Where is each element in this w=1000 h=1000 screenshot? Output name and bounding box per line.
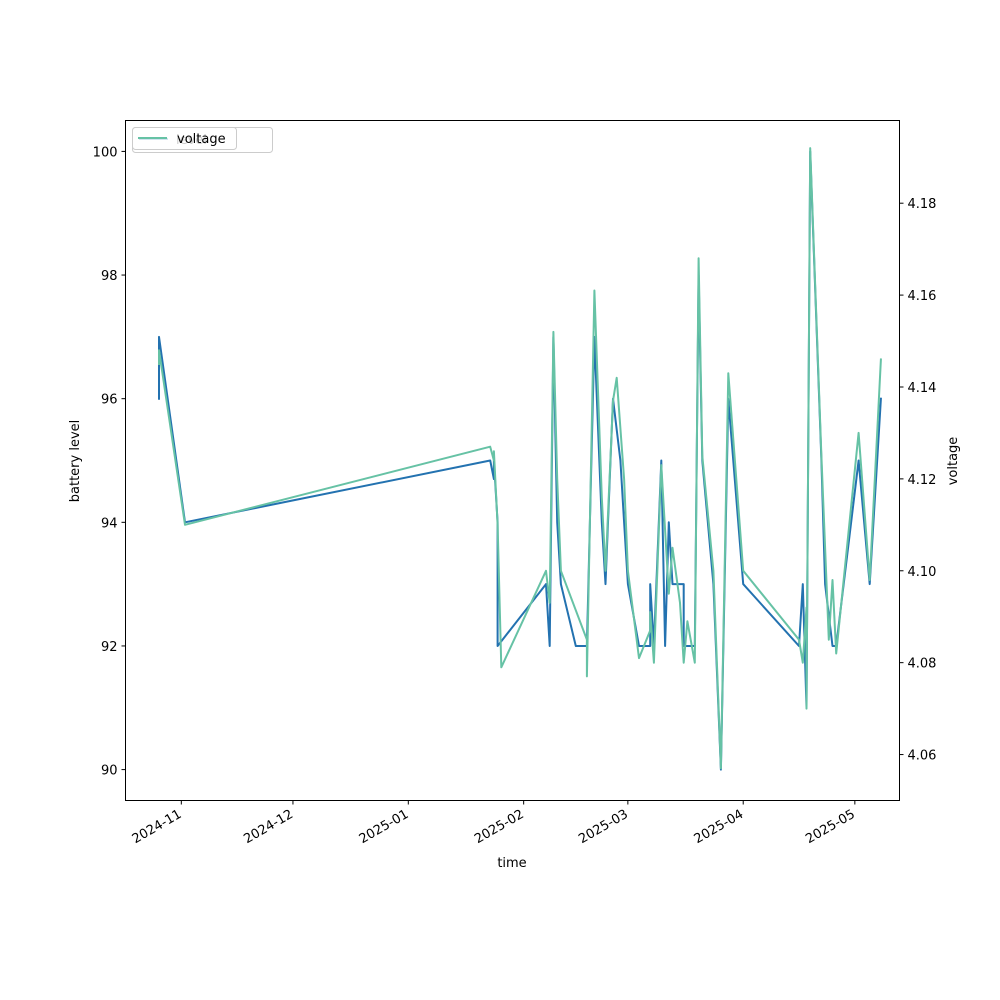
- y-axis-right: 4.06 4.08 4.10 4.12 4.14 4.16 4.18: [899, 197, 937, 764]
- y-left-tick-label: 90: [101, 764, 118, 779]
- series-lines: [158, 147, 882, 771]
- x-axis-label: time: [497, 856, 526, 871]
- y-right-tick-label: 4.10: [908, 565, 937, 580]
- y-left-tick-label: 94: [101, 516, 118, 531]
- y-left-tick-label: 96: [101, 393, 118, 408]
- series-line-voltage: [158, 147, 882, 770]
- y-axis-left: 90 92 94 96 98 100: [93, 145, 126, 779]
- y-right-tick-label: 4.12: [908, 473, 937, 488]
- y-right-tick-label: 4.06: [908, 749, 937, 764]
- legend-right-box: [132, 127, 237, 150]
- y-right-tick-label: 4.16: [908, 289, 937, 304]
- y-left-tick-label: 100: [93, 145, 118, 160]
- y-axis-left-label: battery level: [68, 420, 83, 503]
- y-left-tick-label: 92: [101, 640, 118, 655]
- y-axis-right-label: voltage: [946, 437, 961, 486]
- legend-right: voltage: [132, 127, 237, 150]
- legend-right-label: voltage: [177, 132, 226, 147]
- y-right-tick-label: 4.18: [908, 197, 937, 212]
- y-right-tick-label: 4.14: [908, 381, 937, 396]
- y-left-tick-label: 98: [101, 269, 118, 284]
- plot-area-frame: [125, 120, 900, 801]
- y-right-tick-label: 4.08: [908, 657, 937, 672]
